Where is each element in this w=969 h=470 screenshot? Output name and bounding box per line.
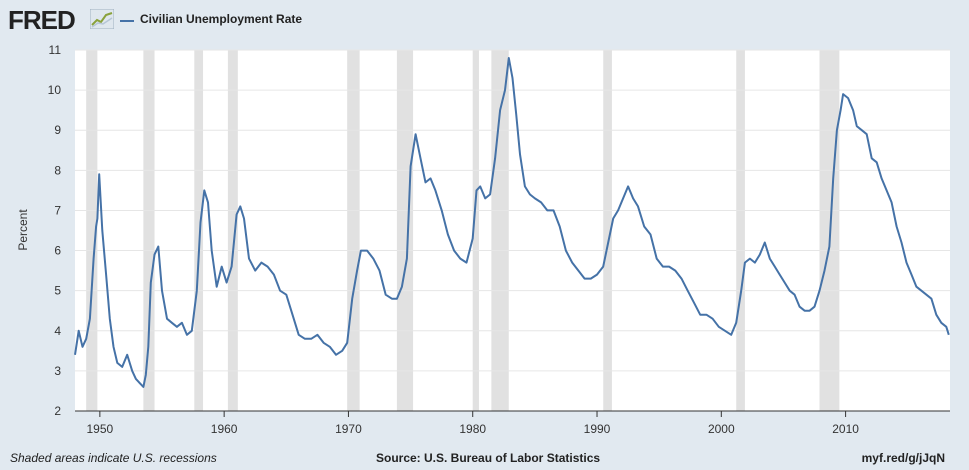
x-tick-label: 1980 <box>459 422 486 436</box>
chart-header: FRED Civilian Unemployment Rate <box>0 0 969 44</box>
recession-band-8 <box>603 50 612 411</box>
recession-note: Shaded areas indicate U.S. recessions <box>10 451 217 465</box>
y-tick-label: 5 <box>54 284 61 298</box>
recession-band-9 <box>736 50 745 411</box>
series-line-0 <box>74 57 950 388</box>
recession-band-7 <box>491 50 509 411</box>
y-tick-label: 7 <box>54 203 61 217</box>
y-tick-label: 11 <box>49 43 62 57</box>
recession-band-3 <box>227 50 238 411</box>
plot-area <box>75 50 950 411</box>
x-tick-label: 2010 <box>832 422 859 436</box>
recession-band-1 <box>143 50 155 411</box>
y-tick-label: 3 <box>54 364 61 378</box>
y-tick-label: 9 <box>54 123 61 137</box>
x-tick-label: 1970 <box>335 422 362 436</box>
source-note: Source: U.S. Bureau of Labor Statistics <box>376 451 601 465</box>
x-tick-labels: 1950 1960 1970 1980 1990 2000 2010 <box>87 411 859 436</box>
x-tick-label: 1950 <box>87 422 114 436</box>
y-tick-label: 6 <box>54 244 61 258</box>
recession-band-2 <box>194 50 204 411</box>
y-tick-label: 8 <box>54 163 61 177</box>
y-axis-title: Percent <box>16 209 30 251</box>
line-chart: 2 3 4 5 6 7 8 9 10 11 1950 1960 1970 1980 1990 2000 201… <box>16 43 950 436</box>
series-layer <box>74 57 950 388</box>
y-tick-label: 4 <box>54 324 61 338</box>
recession-band-0 <box>86 50 98 411</box>
recession-band-5 <box>396 50 414 411</box>
x-tick-label: 1960 <box>211 422 238 436</box>
grid-lines <box>75 49 950 372</box>
fred-logo[interactable]: FRED <box>8 5 76 35</box>
recession-band-6 <box>472 50 479 411</box>
y-tick-labels: 2 3 4 5 6 7 8 9 10 11 <box>48 43 62 418</box>
recession-band-4 <box>347 50 360 411</box>
short-url-link[interactable]: myf.red/g/jJqN <box>861 451 945 465</box>
x-tick-label: 1990 <box>584 422 611 436</box>
y-tick-label: 2 <box>54 404 61 418</box>
y-tick-label: 10 <box>48 83 62 97</box>
x-tick-label: 2000 <box>708 422 735 436</box>
legend-label: Civilian Unemployment Rate <box>140 12 303 26</box>
legend-swatch <box>120 20 134 22</box>
line-chart-icon <box>90 9 114 29</box>
